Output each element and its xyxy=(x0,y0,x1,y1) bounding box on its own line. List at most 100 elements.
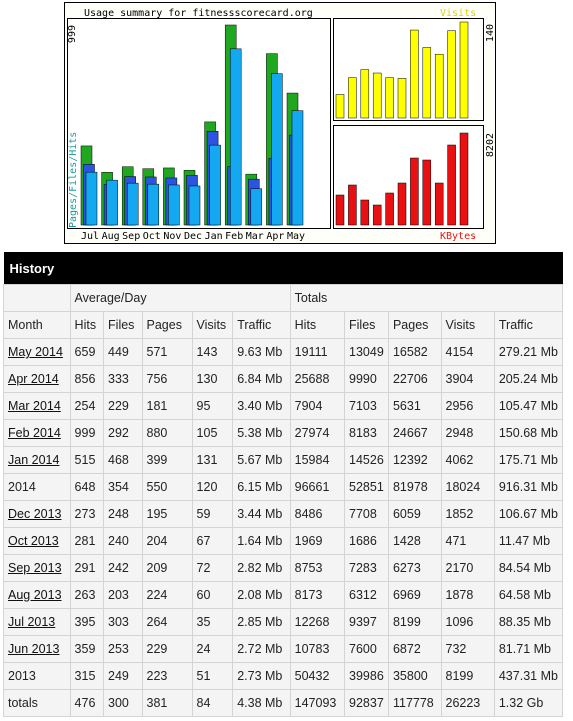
cell: 3.40 Mb xyxy=(232,392,291,420)
x-tick-label: Apr xyxy=(266,231,284,242)
cell: 81978 xyxy=(387,473,442,501)
data-row: Mar 2014 254 229 181 95 3.40 Mb 7904 7103 5631 29… xyxy=(3,392,564,420)
cell: 292 xyxy=(103,419,143,447)
bar xyxy=(250,188,263,226)
cell: 999 xyxy=(69,419,105,447)
bar xyxy=(291,110,304,226)
cell: 2.85 Mb xyxy=(232,608,291,636)
cell: 7103 xyxy=(344,392,389,420)
visits-title: Visits xyxy=(440,8,476,19)
bar xyxy=(209,144,221,226)
bar xyxy=(410,29,419,119)
cell: 2014 xyxy=(3,473,71,501)
cell: 67 xyxy=(191,527,234,555)
month-link[interactable]: Feb 2014 xyxy=(3,419,71,447)
column-header: Pages xyxy=(141,311,193,339)
cell: 105.47 Mb xyxy=(493,392,564,420)
y-axis-label: Pages/Files/Hits xyxy=(68,132,79,228)
month-link[interactable]: Jan 2014 xyxy=(3,446,71,474)
chart-title: Usage summary for fitnessscorecard.org xyxy=(84,8,313,19)
cell: 732 xyxy=(440,635,495,663)
cell: 1686 xyxy=(344,527,389,555)
cell: 84 xyxy=(191,689,234,717)
column-header: Hits xyxy=(69,311,105,339)
data-row: Apr 2014 856 333 756 130 6.84 Mb 25688 9990 2270… xyxy=(3,365,564,393)
cell: 333 xyxy=(103,365,143,393)
cell: 880 xyxy=(141,419,193,447)
data-row: Sep 2013 291 242 209 72 2.82 Mb 8753 7283 6273 21… xyxy=(3,554,564,582)
month-link[interactable]: Oct 2013 xyxy=(3,527,71,555)
cell: 550 xyxy=(141,473,193,501)
cell: 6.15 Mb xyxy=(232,473,291,501)
data-row: Jun 2013 359 253 229 24 2.72 Mb 10783 7600 6872 7… xyxy=(3,635,564,663)
cell: 279.21 Mb xyxy=(493,338,564,366)
cell: 205.24 Mb xyxy=(493,365,564,393)
bar xyxy=(410,157,419,226)
cell: 253 xyxy=(103,635,143,663)
column-header: Traffic xyxy=(493,311,564,339)
data-row: totals 476 300 381 84 4.38 Mb 147093 92837 11777… xyxy=(3,689,564,717)
cell: 273 xyxy=(69,500,105,528)
cell: 916.31 Mb xyxy=(493,473,564,501)
cell: 25688 xyxy=(289,365,346,393)
bar xyxy=(188,185,201,226)
column-header: Visits xyxy=(191,311,234,339)
cell: 2.82 Mb xyxy=(232,554,291,582)
cell: 659 xyxy=(69,338,105,366)
bar xyxy=(385,77,394,119)
x-tick-label: Oct xyxy=(143,231,161,242)
cell: 395 xyxy=(69,608,105,636)
cell: 60 xyxy=(191,581,234,609)
history-table: History Average/Day Totals Month Hits Files P… xyxy=(3,252,564,717)
month-link[interactable]: Sep 2013 xyxy=(3,554,71,582)
cell: 471 xyxy=(440,527,495,555)
column-header: Month xyxy=(3,311,71,339)
month-link[interactable]: Mar 2014 xyxy=(3,392,71,420)
cell: 12268 xyxy=(289,608,346,636)
month-link[interactable]: Aug 2013 xyxy=(3,581,71,609)
cell: 147093 xyxy=(289,689,346,717)
cell: 2.08 Mb xyxy=(232,581,291,609)
cell: 1969 xyxy=(289,527,346,555)
cell: 354 xyxy=(103,473,143,501)
bar xyxy=(147,183,160,226)
x-tick-label: Sep xyxy=(122,231,140,242)
cell: 1878 xyxy=(440,581,495,609)
cell: 15984 xyxy=(289,446,346,474)
cell: 120 xyxy=(191,473,234,501)
bar xyxy=(360,69,370,119)
cell: totals xyxy=(3,689,71,717)
month-link[interactable]: Dec 2013 xyxy=(3,500,71,528)
cell: 64.58 Mb xyxy=(493,581,564,609)
month-link[interactable]: Jun 2013 xyxy=(3,635,71,663)
month-link[interactable]: Apr 2014 xyxy=(3,365,71,393)
bar xyxy=(385,192,394,226)
column-header: Files xyxy=(103,311,143,339)
cell: 1428 xyxy=(387,527,442,555)
column-header: Visits xyxy=(440,311,495,339)
panel-visits xyxy=(333,18,484,121)
x-tick-label: Jul xyxy=(81,231,99,242)
cell: 92837 xyxy=(344,689,389,717)
cell: 11.47 Mb xyxy=(493,527,564,555)
bar xyxy=(422,159,432,226)
cell: 359 xyxy=(69,635,105,663)
cell: 249 xyxy=(103,662,143,690)
cell: 150.68 Mb xyxy=(493,419,564,447)
month-link[interactable]: Jul 2013 xyxy=(3,608,71,636)
cell: 756 xyxy=(141,365,193,393)
bar xyxy=(335,194,345,226)
cell: 300 xyxy=(103,689,143,717)
cell: 468 xyxy=(103,446,143,474)
cell: 13049 xyxy=(344,338,389,366)
cell: 14526 xyxy=(344,446,389,474)
bar xyxy=(348,77,357,119)
cell: 5.38 Mb xyxy=(232,419,291,447)
usage-chart: Usage summary for fitnessscorecard.org V… xyxy=(64,2,496,244)
bar xyxy=(397,182,407,226)
cell: 3.44 Mb xyxy=(232,500,291,528)
x-tick-label: Feb xyxy=(225,231,243,242)
month-link[interactable]: May 2014 xyxy=(3,338,71,366)
cell: 7708 xyxy=(344,500,389,528)
